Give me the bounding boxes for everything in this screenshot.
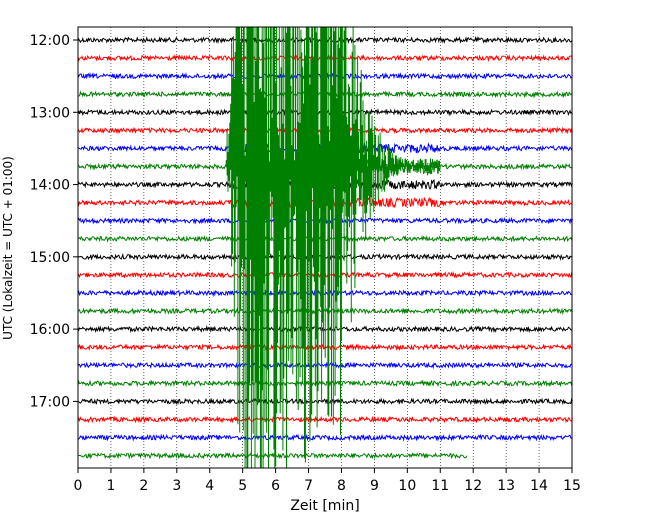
earthquake-waveform [225,27,440,468]
x-tick-label: 6 [271,478,280,494]
x-tick-label: 12 [464,478,482,494]
x-tick-label: 13 [497,478,515,494]
trace-line [77,379,573,388]
plot-frame [77,26,573,469]
y-tick-label: 16:00 [30,322,70,338]
y-tick-label: 15:00 [30,250,70,266]
x-tick-label: 4 [205,478,214,494]
x-tick-label: 5 [238,478,247,494]
x-tick-label: 9 [370,478,379,494]
y-tick-label: 14:00 [30,178,70,194]
x-axis-label: Zeit [min] [290,498,359,514]
x-tick-label: 10 [398,478,416,494]
x-tick-label: 7 [304,478,313,494]
x-tick-label: 11 [431,478,449,494]
x-tick-label: 8 [337,478,346,494]
trace-line [77,433,573,442]
x-tick-label: 3 [172,478,181,494]
trace-line [77,397,573,406]
x-tick-label: 14 [530,478,548,494]
y-axis: 12:00 13:00 14:00 15:00 16:00 17:00 [30,33,78,410]
y-tick-label: 13:00 [30,105,70,121]
x-tick-label: 2 [139,478,148,494]
earthquake-signal [225,27,440,468]
x-tick-label: 15 [563,478,581,494]
x-axis: 0 1 2 3 4 5 6 7 8 9 10 11 12 13 14 15 [74,468,581,494]
y-tick-label: 12:00 [30,33,70,49]
y-axis-label: UTC (Lokalzeit = UTC + 01:00) [1,156,15,340]
trace-line [77,415,573,424]
x-tick-label: 1 [106,478,115,494]
trace-line [77,361,573,370]
trace-line [77,451,468,460]
x-tick-label: 0 [74,478,83,494]
y-tick-label: 17:00 [30,394,70,410]
